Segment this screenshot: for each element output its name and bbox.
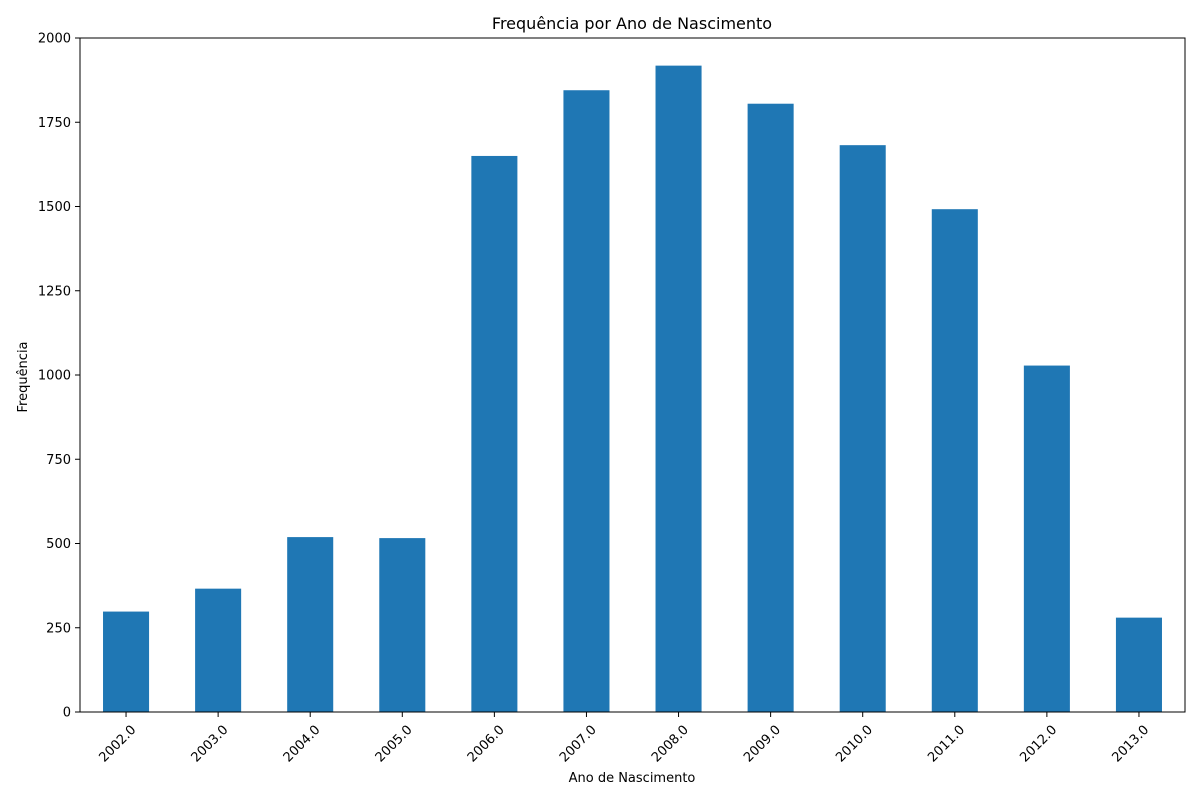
x-tick-label: 2009.0 xyxy=(741,723,784,766)
x-tick-label: 2010.0 xyxy=(833,723,876,766)
bar-2005.0 xyxy=(379,538,426,712)
y-tick-label: 1250 xyxy=(38,284,71,299)
x-tick-label: 2008.0 xyxy=(649,723,692,766)
y-tick-label: 2000 xyxy=(38,32,71,47)
bar-2002.0 xyxy=(103,611,150,712)
y-tick-label: 1750 xyxy=(38,116,71,131)
y-tick-label: 0 xyxy=(63,706,71,721)
bar-2009.0 xyxy=(747,103,794,713)
plot-frame xyxy=(79,37,1186,713)
bar-2003.0 xyxy=(195,588,242,712)
bar-2013.0 xyxy=(1115,617,1162,712)
bar-2007.0 xyxy=(563,90,610,713)
bar-2011.0 xyxy=(931,209,978,713)
x-tick-label: 2005.0 xyxy=(373,723,416,766)
y-tick-label: 750 xyxy=(46,453,71,468)
y-axis-label: Frequência xyxy=(16,341,31,412)
y-tick-label: 250 xyxy=(46,621,71,636)
y-tick-label: 1000 xyxy=(38,369,71,384)
x-tick-label: 2003.0 xyxy=(189,723,232,766)
y-tick-label: 1500 xyxy=(38,200,71,215)
x-tick-label: 2011.0 xyxy=(925,723,968,766)
x-tick-label: 2013.0 xyxy=(1109,723,1152,766)
x-tick-label: 2002.0 xyxy=(97,723,140,766)
bar-2008.0 xyxy=(655,65,702,712)
y-axis: 0 250 500 750 1000 1250 1500 1750 2000 xyxy=(38,32,80,721)
x-tick-label: 2012.0 xyxy=(1017,723,1060,766)
x-axis: 2002.0 2003.0 2004.0 2005.0 2006.0 2007.0 2008… xyxy=(97,712,1152,766)
bar-2006.0 xyxy=(471,155,518,712)
x-tick-label: 2007.0 xyxy=(557,723,600,766)
x-tick-label: 2004.0 xyxy=(281,723,324,766)
bars-group xyxy=(103,65,1162,713)
bar-2010.0 xyxy=(839,145,886,712)
x-tick-label: 2006.0 xyxy=(465,723,508,766)
chart-title: Frequência por Ano de Nascimento xyxy=(492,14,772,33)
y-tick-label: 500 xyxy=(46,537,71,552)
bar-2004.0 xyxy=(287,537,334,712)
bar-2012.0 xyxy=(1023,365,1070,712)
x-axis-label: Ano de Nascimento xyxy=(569,771,696,786)
